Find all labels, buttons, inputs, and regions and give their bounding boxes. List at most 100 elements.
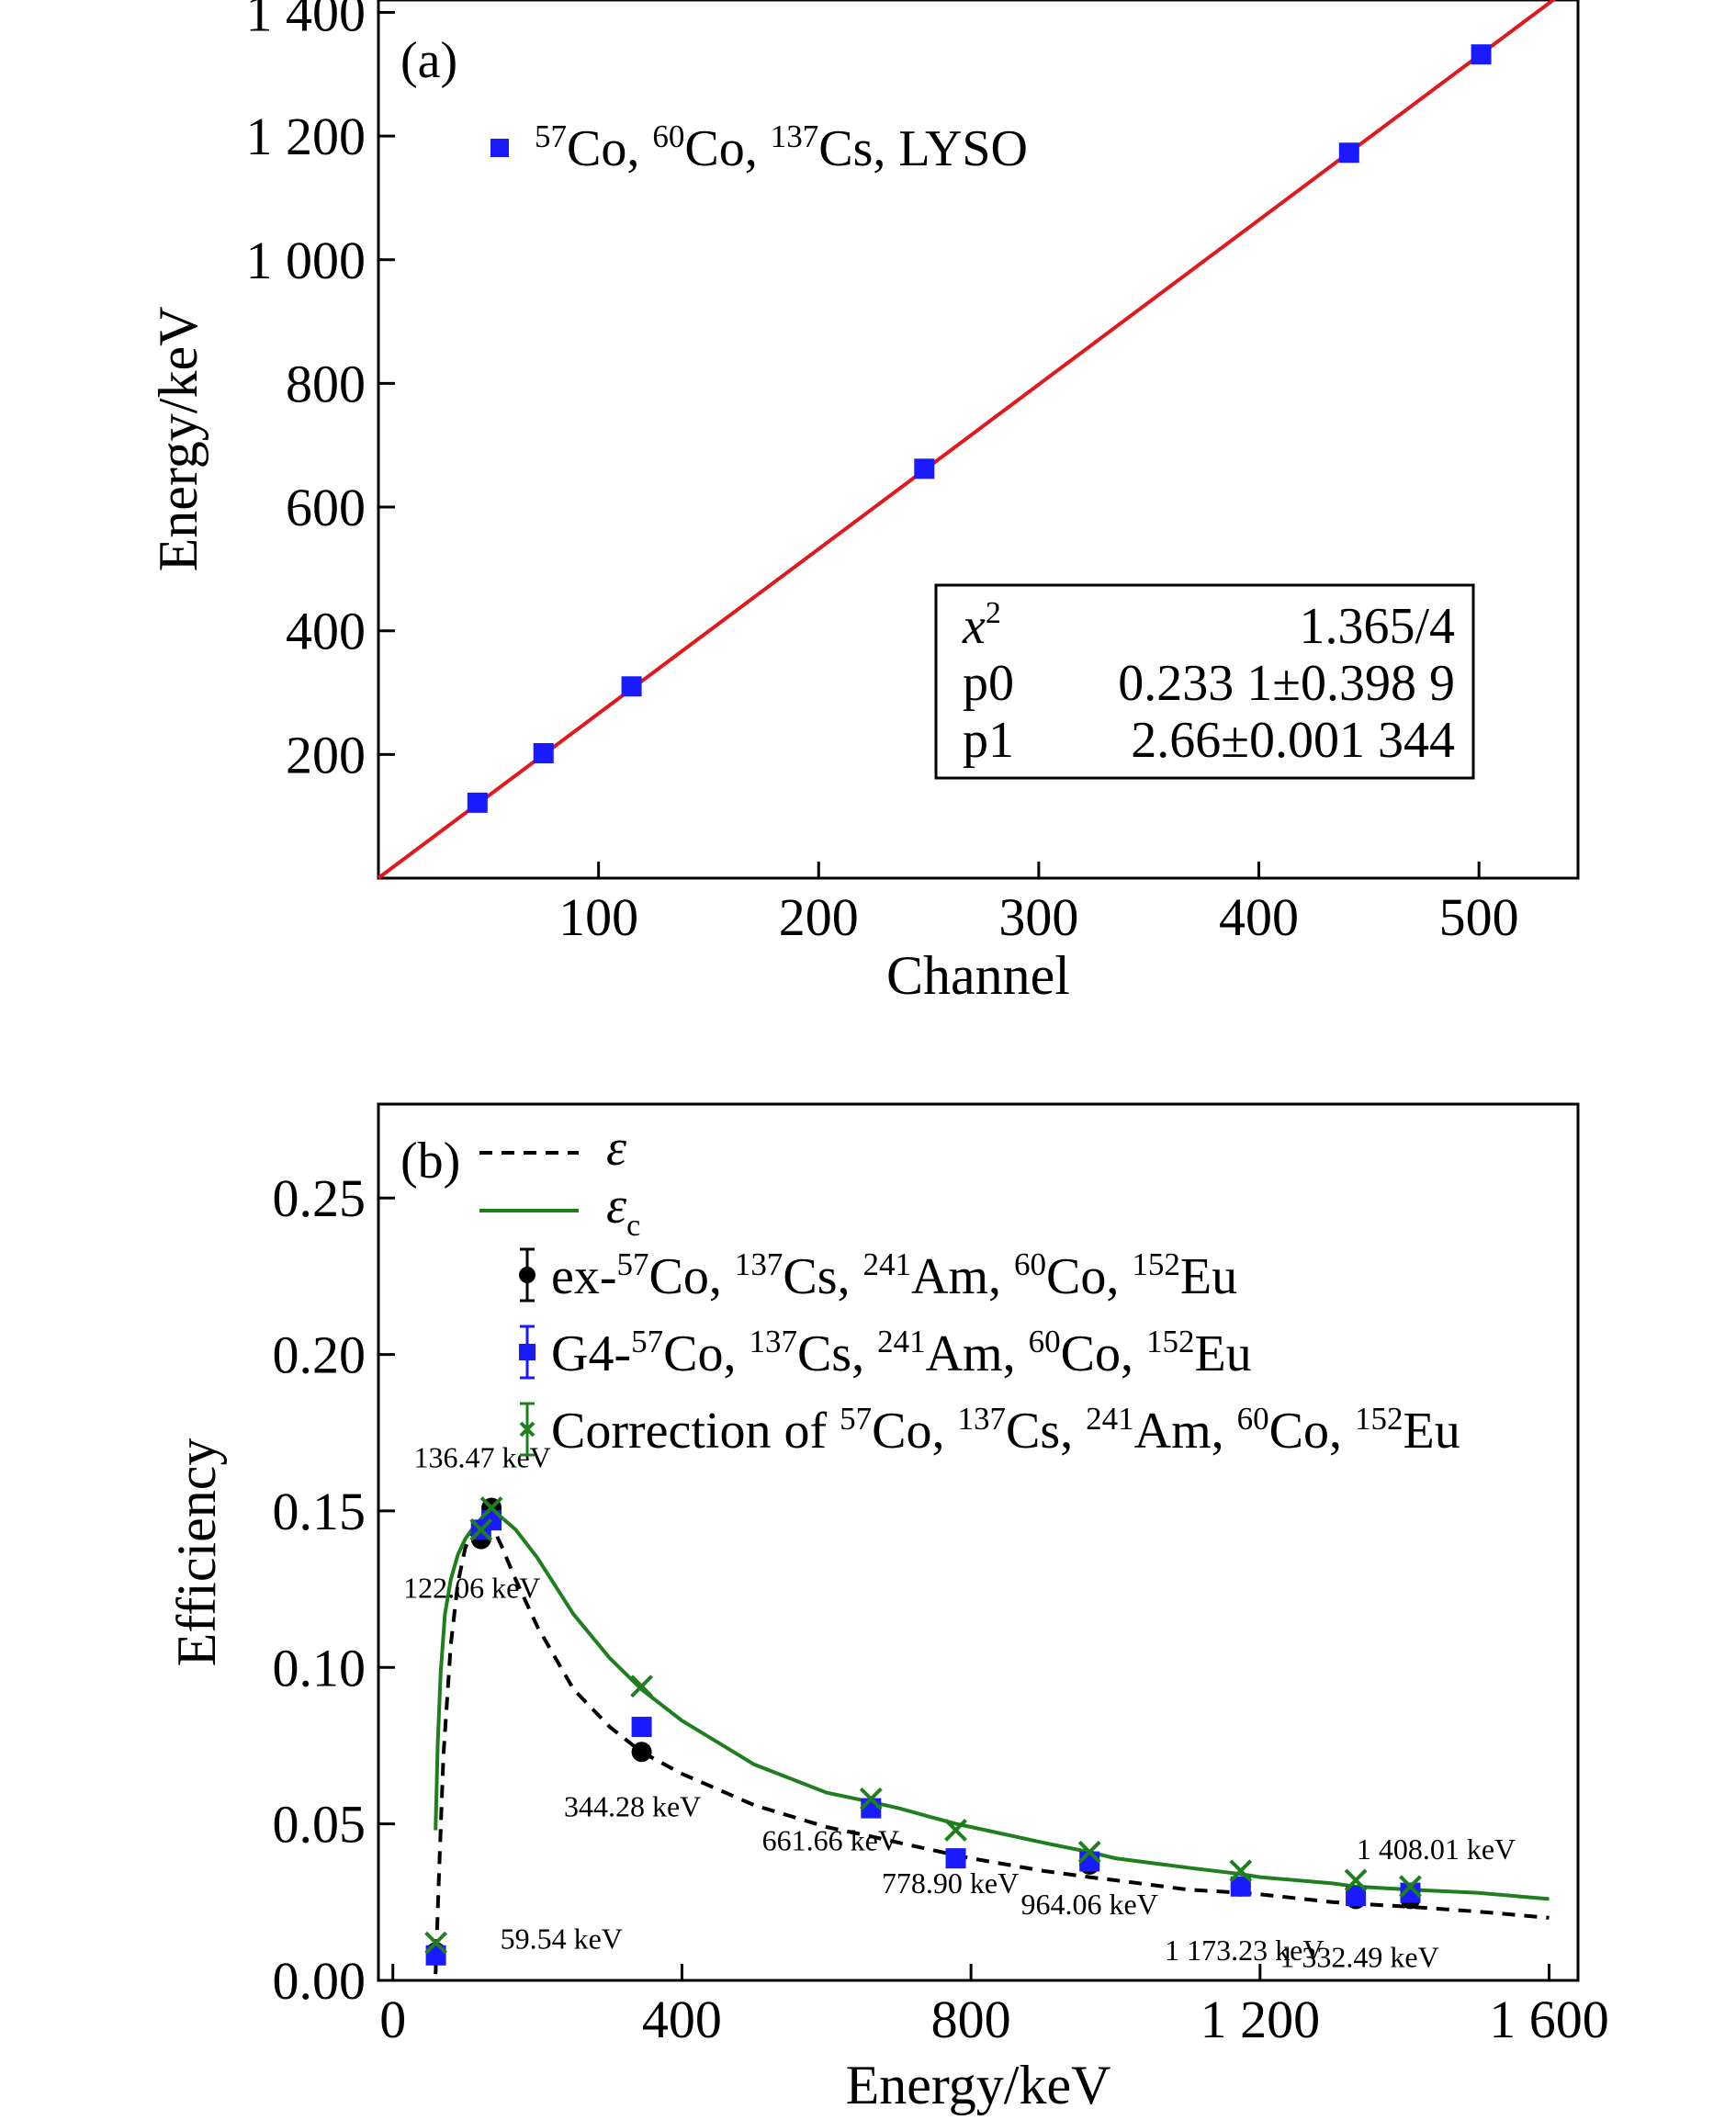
a-data-point (1471, 44, 1492, 65)
b-correction-point-stroke (1229, 1859, 1253, 1883)
a-y-axis-title: Energy/keV (148, 307, 209, 572)
a-stats-frame (934, 583, 1475, 780)
b-plot-frame (377, 1102, 1580, 1982)
panel-a-energy-calibration: 100 200 300 400 500 200 400 600 800 1 000 1 200 1 4… (148, 0, 1580, 1006)
a-y-tick-label: 600 (286, 478, 366, 537)
a-data-point (1338, 142, 1359, 164)
b-correction-point (1229, 1859, 1253, 1883)
a-data-point (467, 792, 488, 813)
b-y-tick-label: 0.20 (273, 1325, 366, 1385)
b-legend-epsilon-label: ε (606, 1120, 627, 1177)
b-y-tick-label: 0.00 (273, 1951, 366, 2011)
a-linear-fit-line (377, 0, 1557, 880)
a-stats-box: x2 1.365/4 p0 0.233 1±0.398 9 p1 2.66±0.001 3… (934, 583, 1475, 780)
a-y-tick-label: 1 400 (246, 0, 366, 42)
a-y-tick-label: 200 (286, 725, 366, 784)
a-x-tick-label: 300 (998, 887, 1078, 947)
a-legend-label: 57Co, 60Co, 137Cs, LYSO (535, 118, 1028, 177)
b-correction-point (479, 1496, 503, 1519)
b-epsilon-curve (434, 1517, 1550, 1975)
b-ex-point (631, 1742, 652, 1763)
b-correction-point-stroke (944, 1819, 967, 1842)
b-x-tick-label: 1 200 (1201, 1990, 1321, 2049)
b-x-axis-title: Energy/keV (846, 2055, 1111, 2115)
b-correction-point-stroke (1399, 1875, 1422, 1899)
b-g4-point (1230, 1876, 1251, 1897)
a-legend-marker (490, 139, 509, 157)
b-x-tick-label: 1 600 (1489, 1990, 1609, 2049)
a-stats-value-2: 2.66±0.001 344 (1131, 712, 1455, 769)
b-correction-point-stroke (424, 1931, 447, 1955)
a-x-tick-label: 100 (558, 887, 638, 947)
a-y-tick-label: 1 200 (246, 107, 366, 166)
b-correction-point (424, 1931, 447, 1955)
b-correction-point-stroke (1077, 1840, 1101, 1864)
b-panel-label: (b) (400, 1133, 460, 1190)
b-energy-annotation: 778.90 keV (882, 1866, 1019, 1900)
b-legend-series-0: ex-57Co, 137Cs, 241Am, 60Co, 152Eu (519, 1246, 1237, 1305)
b-correction-point-stroke (469, 1517, 493, 1541)
b-legend-marker-stroke (519, 1421, 535, 1438)
panel-b-efficiency: 0 400 800 1 200 1 600 0.00 0.05 0.10 0.15 0.20 0.2… (166, 1102, 1609, 2115)
b-legend-label: ex-57Co, 137Cs, 241Am, 60Co, 152Eu (551, 1246, 1237, 1305)
b-correction-point-stroke (479, 1496, 503, 1519)
b-correction-point-stroke (859, 1787, 883, 1810)
b-x-tick-label: 0 (379, 1990, 406, 2049)
a-y-tick-label: 800 (286, 354, 366, 413)
a-data-point (914, 458, 935, 479)
a-x-tick-label: 200 (779, 887, 859, 947)
b-y-tick-label: 0.25 (273, 1168, 366, 1228)
a-data-point (621, 676, 642, 697)
b-energy-annotation: 1 173.23 keV (1165, 1934, 1324, 1967)
b-correction-point (1077, 1840, 1101, 1864)
b-correction-point-stroke (1344, 1868, 1368, 1892)
a-x-tick-label: 500 (1439, 887, 1519, 947)
b-legend-series-2: Correction of 57Co, 137Cs, 241Am, 60Co, … (519, 1401, 1460, 1460)
b-energy-annotation: 136.47 keV (413, 1441, 550, 1474)
b-correction-point (1344, 1868, 1368, 1892)
b-legend-label: G4-57Co, 137Cs, 241Am, 60Co, 152Eu (551, 1324, 1252, 1382)
a-x-tick-label: 400 (1219, 887, 1299, 947)
a-stats-label-0: x2 (962, 596, 1001, 655)
b-correction-point (859, 1787, 883, 1810)
b-g4-point (1346, 1886, 1367, 1907)
a-plot-frame (377, 0, 1580, 880)
b-energy-annotation: 661.66 keV (762, 1824, 899, 1857)
a-stats-value-1: 0.233 1±0.398 9 (1118, 655, 1455, 712)
b-energy-annotation: 1 332.49 keV (1279, 1940, 1438, 1973)
b-x-tick-label: 400 (642, 1990, 722, 2049)
b-correction-point (944, 1819, 967, 1842)
a-data-point (533, 743, 554, 764)
b-energy-annotation: 1 408.01 keV (1357, 1832, 1516, 1866)
a-panel-label: (a) (400, 32, 457, 89)
a-x-axis-title: Channel (886, 945, 1070, 1006)
b-y-tick-label: 0.10 (273, 1638, 366, 1697)
b-g4-point (631, 1717, 652, 1738)
b-y-tick-label: 0.15 (273, 1482, 366, 1541)
b-epsilon-c-curve (434, 1512, 1550, 1901)
b-energy-annotation: 964.06 keV (1021, 1888, 1158, 1921)
b-legend-label: Correction of 57Co, 137Cs, 241Am, 60Co, … (551, 1401, 1460, 1460)
b-legend-marker (519, 1267, 535, 1283)
a-stats-label-2: p1 (963, 712, 1014, 769)
b-correction-point (469, 1517, 493, 1541)
b-x-tick-label: 800 (931, 1990, 1011, 2049)
b-energy-annotation: 122.06 keV (403, 1572, 540, 1605)
a-stats-value-0: 1.365/4 (1299, 598, 1455, 655)
b-legend-marker (519, 1421, 535, 1438)
b-legend-marker (519, 1344, 535, 1360)
a-stats-label-1: p0 (963, 655, 1014, 712)
b-correction-point (1399, 1875, 1422, 1899)
b-energy-annotation: 59.54 keV (501, 1922, 623, 1955)
b-correction-point-stroke (630, 1675, 654, 1698)
b-legend-series-1: G4-57Co, 137Cs, 241Am, 60Co, 152Eu (519, 1324, 1252, 1382)
a-y-tick-label: 1 000 (246, 231, 366, 290)
b-g4-point (1400, 1882, 1421, 1903)
b-y-axis-title: Efficiency (166, 1438, 227, 1667)
a-y-tick-label: 400 (286, 602, 366, 661)
b-energy-annotation: 344.28 keV (564, 1789, 701, 1822)
b-g4-point (945, 1848, 966, 1869)
b-y-tick-label: 0.05 (273, 1795, 366, 1855)
b-correction-point (630, 1675, 654, 1698)
